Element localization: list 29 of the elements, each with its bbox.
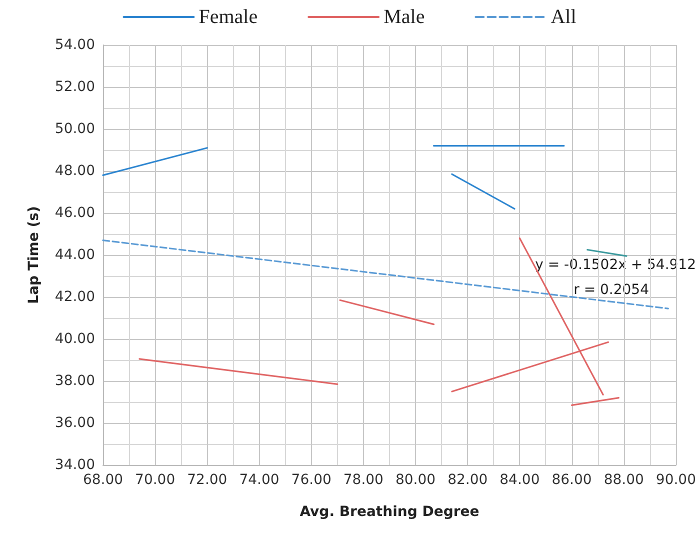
- y-tick-label: 50.00: [54, 121, 95, 137]
- x-tick-label: 82.00: [448, 472, 488, 488]
- y-tick-label: 42.00: [54, 289, 95, 305]
- x-tick-label: 80.00: [395, 472, 436, 488]
- legend-label: All: [550, 6, 577, 28]
- y-tick-label: 34.00: [54, 457, 95, 473]
- x-tick-label: 70.00: [135, 472, 176, 488]
- y-tick-label: 54.00: [54, 37, 95, 53]
- y-tick-label: 46.00: [54, 205, 95, 221]
- y-tick-label: 40.00: [54, 331, 95, 347]
- y-tick-label: 48.00: [54, 163, 95, 179]
- x-tick-label: 74.00: [239, 472, 280, 488]
- annotation: r = 0.2054: [574, 282, 650, 298]
- x-tick-label: 72.00: [187, 472, 228, 488]
- x-tick-label: 76.00: [291, 472, 332, 488]
- x-tick-label: 84.00: [500, 472, 540, 488]
- x-tick-label: 86.00: [552, 472, 592, 488]
- x-tick-label: 88.00: [604, 472, 644, 488]
- x-tick-label: 78.00: [343, 472, 384, 488]
- y-tick-label: 36.00: [54, 415, 95, 431]
- x-tick-label: 68.00: [82, 472, 124, 488]
- y-axis-title: Lap Time (s): [26, 206, 42, 304]
- legend-label: Female: [198, 6, 258, 28]
- y-tick-label: 44.00: [54, 247, 95, 263]
- legend-label: Male: [384, 6, 425, 28]
- y-tick-label: 38.00: [54, 373, 95, 389]
- y-tick-label: 52.00: [54, 79, 95, 95]
- x-tick-label: 90.00: [656, 472, 696, 488]
- x-axis-title: Avg. Breathing Degree: [300, 504, 480, 520]
